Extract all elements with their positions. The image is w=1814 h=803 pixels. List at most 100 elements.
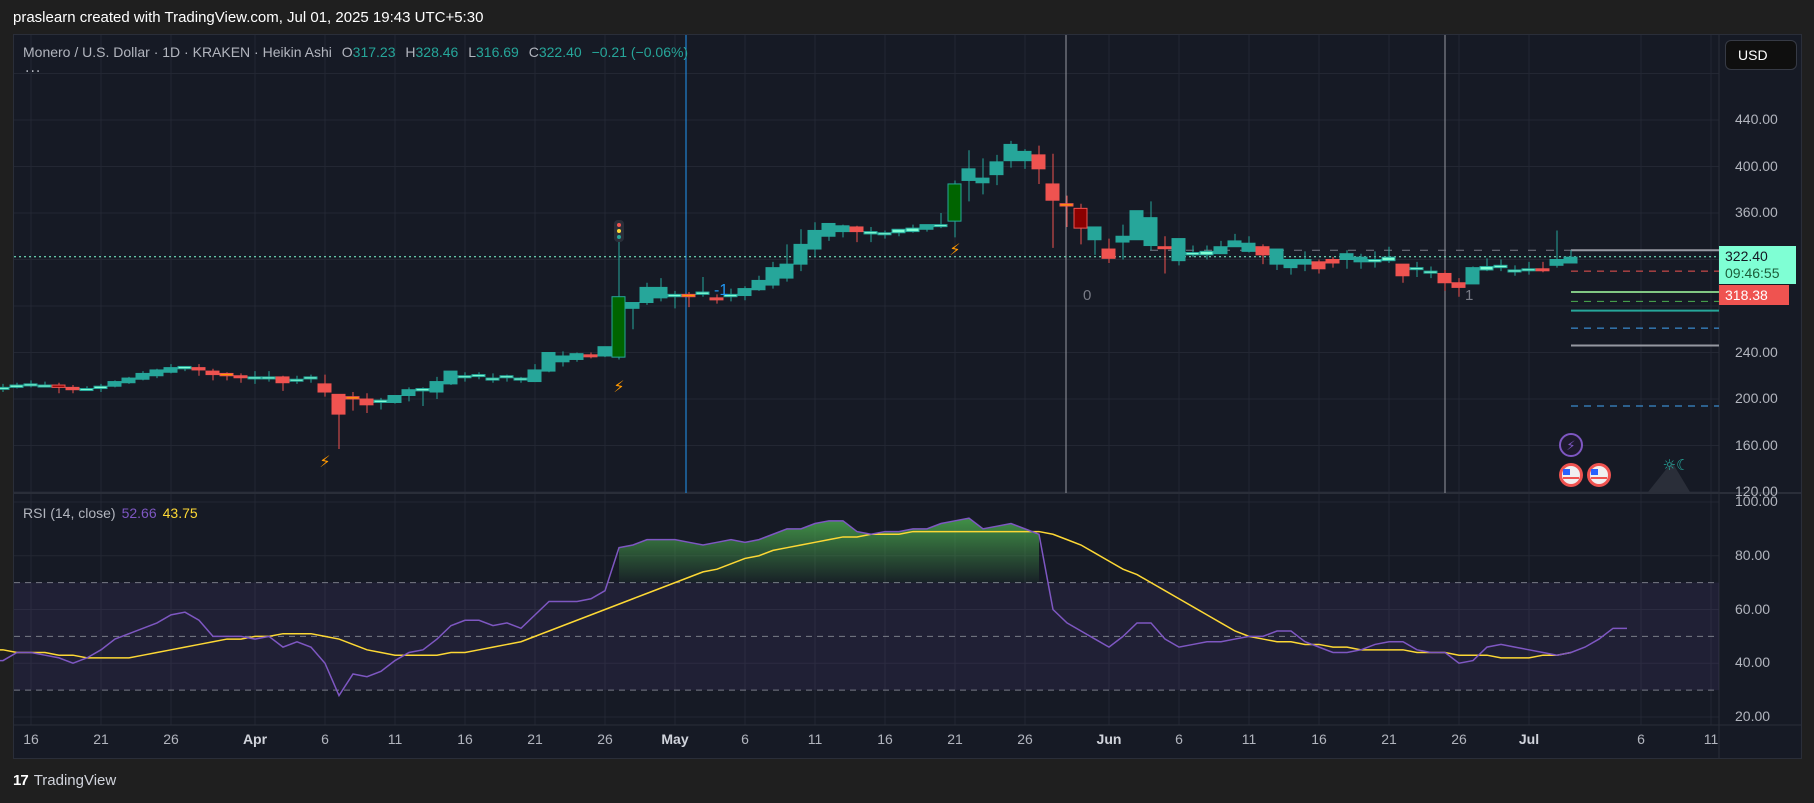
rsi-tick: 60.00: [1735, 600, 1771, 617]
candle-body: [1045, 183, 1060, 201]
rsi-ma-value: 43.75: [162, 505, 198, 521]
brand-name[interactable]: TradingView: [33, 772, 117, 789]
candle-body: [639, 286, 654, 304]
candle-body: [233, 375, 248, 379]
time-tick: 21: [1381, 731, 1397, 747]
candle-body: [1535, 268, 1550, 272]
time-tick: 16: [1311, 731, 1327, 747]
candle-body: [1493, 264, 1508, 269]
time-tick: 11: [1703, 731, 1719, 747]
time-tick: 21: [93, 731, 109, 747]
candle-body: [1395, 263, 1410, 277]
candle-body: [751, 279, 766, 291]
candle-body: [793, 243, 808, 265]
candle-body: [1129, 210, 1144, 241]
candle-body: [387, 395, 402, 403]
rsi-line: [0, 517, 1627, 698]
rsi-value: 52.66: [121, 505, 157, 521]
candle-body: [835, 225, 850, 233]
symbol-legend: Monero / U.S. Dollar · 1D · KRAKEN · Hei…: [23, 44, 689, 60]
candle-body: [1437, 272, 1452, 284]
candle-body: [1017, 150, 1032, 162]
time-tick: 26: [1451, 731, 1467, 747]
candle-body: [877, 232, 892, 236]
candle-body: [93, 385, 108, 390]
chart-frame[interactable]: [13, 34, 1802, 759]
time-tick: Jun: [1096, 731, 1122, 747]
candle-body: [1325, 259, 1340, 264]
time-tick: 16: [877, 731, 893, 747]
candle-body: [1115, 235, 1130, 243]
candle-body: [1031, 154, 1046, 170]
traffic-light-dot: [617, 235, 621, 239]
lightning-icon: ⚡: [949, 240, 960, 259]
candle-body: [653, 286, 668, 299]
fib-label-1: 1: [1465, 287, 1474, 304]
time-tick: 21: [947, 731, 963, 747]
price-tick: 360.00: [1735, 204, 1778, 220]
candle-body: [149, 369, 164, 377]
candle-body: [51, 384, 66, 388]
candle-body: [807, 229, 822, 250]
candle-body: [947, 183, 962, 222]
candle-body: [429, 381, 444, 393]
candle-body: [513, 377, 528, 381]
lightning-icon: ⚡: [1566, 439, 1575, 454]
candle-body: [1409, 267, 1424, 271]
candle-body: [415, 388, 430, 392]
candle-body: [1423, 270, 1438, 274]
high-value: 328.46: [415, 44, 459, 60]
fib-label-0: 0: [1083, 287, 1092, 304]
rsi-title[interactable]: RSI (14, close): [23, 505, 116, 521]
candle-body: [359, 398, 374, 406]
candle-body: [1171, 238, 1186, 262]
time-tick: 6: [321, 731, 329, 747]
rsi-overbought-fill: [619, 518, 1039, 583]
candle-body: [667, 293, 682, 298]
candle-body: [1563, 256, 1578, 264]
candle-body: [1283, 259, 1298, 269]
last-price-tag: 322.40 09:46:55: [1719, 246, 1796, 284]
time-tick: 6: [1175, 731, 1183, 747]
candle-body: [849, 226, 864, 233]
candle-body: [247, 376, 262, 380]
time-tick: May: [661, 731, 689, 747]
candle-body: [1185, 252, 1200, 256]
candle-body: [331, 393, 346, 415]
candle-body: [919, 224, 934, 230]
candle-body: [485, 377, 500, 381]
top-bar: praslearn created with TradingView.com, …: [0, 0, 1814, 34]
candle-body: [779, 263, 794, 279]
candle-body: [275, 376, 290, 384]
currency-button[interactable]: USD: [1725, 40, 1797, 70]
rsi-tick: 100.00: [1735, 493, 1778, 509]
candle-body: [1269, 248, 1284, 265]
time-tick: Jul: [1518, 731, 1540, 747]
sun-moon-icon: ☼☾: [1663, 456, 1690, 474]
candle-body: [611, 296, 626, 358]
tradingview-logo-icon[interactable]: 17: [13, 772, 29, 789]
candle-body: [709, 297, 724, 301]
symbol-title[interactable]: Monero / U.S. Dollar · 1D · KRAKEN · Hei…: [23, 44, 332, 60]
lightning-icon: ⚡: [319, 452, 330, 471]
candle-body: [65, 386, 80, 391]
candle-body: [191, 367, 206, 371]
last-price: 322.40: [1725, 248, 1768, 264]
time-tick: 26: [163, 731, 179, 747]
candle-body: [1339, 253, 1354, 260]
price-tick: 120.00: [1735, 483, 1778, 499]
open-value: 317.23: [352, 44, 396, 60]
red-price-tag: 318.38: [1719, 285, 1789, 305]
candle-body: [1353, 256, 1368, 263]
candle-body: [37, 384, 52, 388]
candle-body: [121, 377, 136, 384]
session-marker: [1648, 462, 1690, 492]
time-tick: 26: [1017, 731, 1033, 747]
candle-body: [471, 374, 486, 378]
candle-body: [975, 177, 990, 184]
candle-body: [1507, 269, 1522, 273]
candle-body: [1087, 226, 1102, 241]
price-tick: 400.00: [1735, 157, 1778, 174]
more-icon[interactable]: ···: [25, 64, 42, 80]
